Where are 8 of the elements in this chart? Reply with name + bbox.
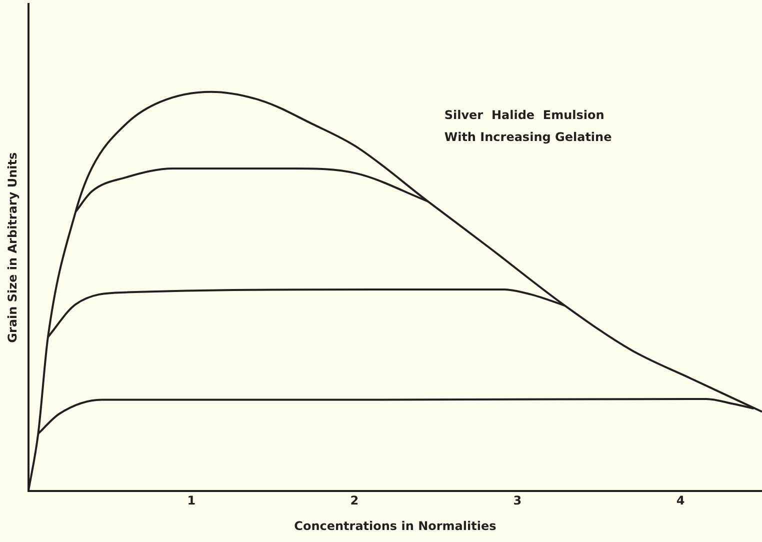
x-tick-label: 1 xyxy=(187,494,196,508)
x-axis-title: Concentrations in Normalities xyxy=(294,518,496,533)
x-tick-label: 3 xyxy=(513,494,522,508)
y-axis-title: Grain Size in Arbitrary Units xyxy=(5,152,20,343)
annotation: With Increasing Gelatine xyxy=(444,130,612,144)
x-tick-label: 2 xyxy=(350,494,359,508)
x-tick-label: 4 xyxy=(676,494,685,508)
annotation: Silver Halide Emulsion xyxy=(444,108,604,122)
